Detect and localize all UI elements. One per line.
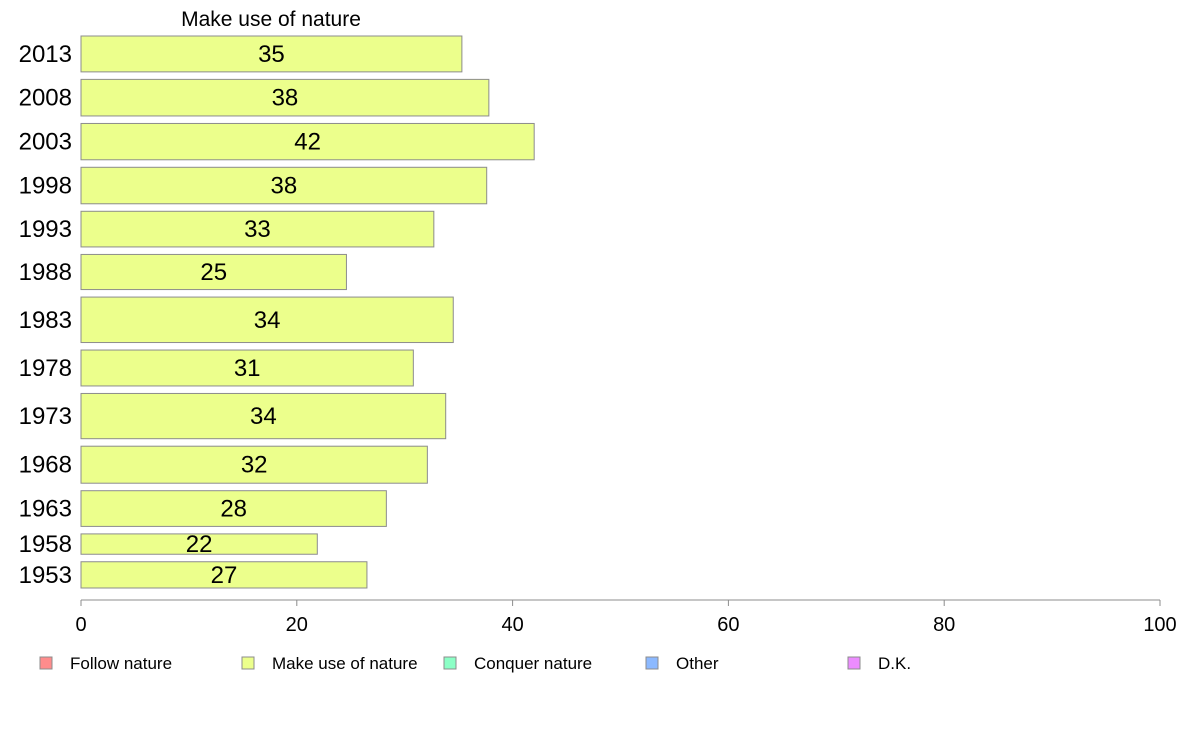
- x-tick-label-20: 20: [286, 614, 308, 636]
- category-label-1958: 1958: [19, 531, 72, 558]
- x-tick-label-0: 0: [75, 614, 86, 636]
- bar-1978: [80, 349, 414, 387]
- value-label-1993: 33: [244, 216, 271, 243]
- bar-1953: [80, 561, 368, 589]
- category-label-2008: 2008: [19, 85, 72, 112]
- value-label-2013: 35: [258, 41, 285, 68]
- bar-1963: [80, 490, 387, 527]
- legend: Follow nature Make use of nature Conquer n…: [39, 654, 911, 673]
- bar-1973: [80, 392, 447, 440]
- value-label-1963: 28: [220, 496, 247, 523]
- category-label-2003: 2003: [19, 129, 72, 156]
- bar-1983: [80, 296, 454, 344]
- category-label-1973: 1973: [19, 403, 72, 430]
- category-label-1963: 1963: [19, 496, 72, 523]
- bar-2003: [80, 122, 535, 161]
- bar-1993: [80, 210, 435, 248]
- bars-group: 2013 35 2008 38 2003 42 1998 38 1993 33 1988 25 1983…: [19, 35, 535, 589]
- value-label-2008: 38: [272, 85, 299, 112]
- value-label-1983: 34: [254, 307, 281, 334]
- legend-label-follow-nature: Follow nature: [70, 654, 172, 673]
- x-tick-label-60: 60: [717, 614, 739, 636]
- value-label-1958: 22: [186, 531, 213, 558]
- category-label-1988: 1988: [19, 259, 72, 286]
- bar-2013: [80, 35, 463, 73]
- legend-swatch-d-k: [847, 656, 861, 670]
- legend-label-other: Other: [676, 654, 719, 673]
- x-tick-label-100: 100: [1143, 614, 1176, 636]
- category-label-1968: 1968: [19, 452, 72, 479]
- legend-swatch-make-use-of-nature: [241, 656, 255, 670]
- value-label-2003: 42: [294, 129, 321, 156]
- chart-title: Make use of nature: [181, 8, 361, 31]
- x-tick-label-40: 40: [501, 614, 523, 636]
- value-label-1953: 27: [211, 562, 238, 589]
- legend-label-conquer-nature: Conquer nature: [474, 654, 592, 673]
- legend-swatch-other: [645, 656, 659, 670]
- legend-swatch-conquer-nature: [443, 656, 457, 670]
- category-label-2013: 2013: [19, 41, 72, 68]
- category-label-1998: 1998: [19, 173, 72, 200]
- bar-1998: [80, 166, 488, 205]
- x-tick-label-80: 80: [933, 614, 955, 636]
- category-label-1983: 1983: [19, 307, 72, 334]
- category-label-1978: 1978: [19, 355, 72, 382]
- legend-label-d-k: D.K.: [878, 654, 911, 673]
- value-label-1968: 32: [241, 452, 268, 479]
- bar-1988: [80, 253, 347, 291]
- x-axis: 0 20 40 60 80 100: [75, 599, 1177, 636]
- bar-1968: [80, 445, 428, 484]
- value-label-1998: 38: [271, 173, 298, 200]
- legend-swatch-follow-nature: [39, 656, 53, 670]
- category-label-1953: 1953: [19, 562, 72, 589]
- category-label-1993: 1993: [19, 216, 72, 243]
- value-label-1988: 25: [200, 259, 227, 286]
- bar-1958: [80, 533, 318, 555]
- value-label-1978: 31: [234, 355, 261, 382]
- legend-label-make-use-of-nature: Make use of nature: [272, 654, 418, 673]
- bar-2008: [80, 78, 490, 117]
- value-label-1973: 34: [250, 403, 277, 430]
